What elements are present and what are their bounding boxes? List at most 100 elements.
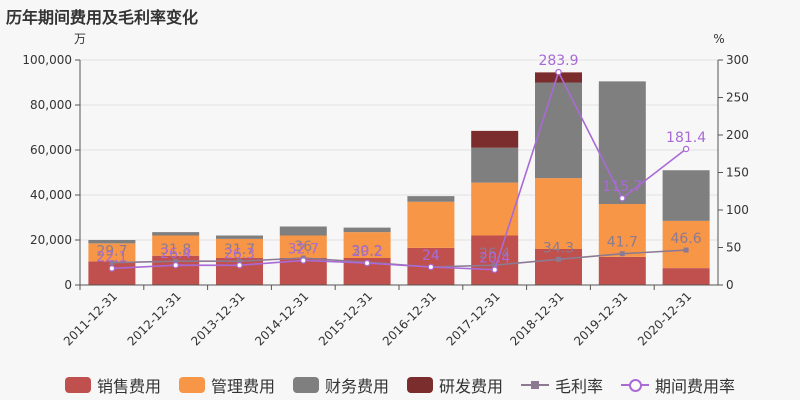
bar-mgmt	[662, 220, 710, 269]
data-label-period: 22.1	[96, 249, 127, 265]
legend-label-mgmt: 管理费用	[210, 377, 275, 396]
legend-label-fin: 财务费用	[324, 377, 389, 396]
legend-swatch-sales	[64, 377, 91, 393]
bar-mgmt	[152, 235, 200, 256]
chart-svg: 万 % 0 20,000 40,000 60,000 80,000 100,000 0 50 100…	[22, 32, 749, 348]
marker-gross	[683, 247, 689, 253]
bar-mgmt	[598, 204, 646, 257]
legend-item-period[interactable]: 期间费用率	[621, 373, 735, 397]
x-tick-label: 2018-12-31	[507, 289, 566, 348]
bar-mgmt	[407, 201, 455, 248]
data-label-gross: 46.6	[671, 231, 702, 247]
x-tick-label: 2017-12-31	[444, 289, 503, 348]
bar-fin	[407, 196, 455, 202]
bar-rnd	[535, 72, 582, 83]
x-tick-label: 2013-12-31	[188, 289, 247, 348]
data-label-gross: 34.3	[543, 240, 574, 256]
marker-period	[555, 68, 562, 76]
x-tick-label: 2016-12-31	[380, 289, 439, 348]
bar-sales	[598, 256, 646, 285]
marker-period	[491, 266, 498, 273]
legend-item-gross[interactable]: 毛利率	[521, 373, 603, 397]
bar-fin	[598, 81, 646, 204]
right-tick-label: 0	[726, 278, 734, 292]
legend-swatch-period	[621, 377, 650, 393]
bar-fin	[279, 226, 327, 236]
x-tick-label: 2019-12-31	[571, 289, 630, 348]
left-tick-label: 20,000	[30, 233, 72, 247]
legend-label-gross: 毛利率	[555, 377, 604, 396]
legend-swatch-rnd	[407, 377, 433, 393]
data-label-gross: 26.4	[479, 246, 510, 262]
legend-label-rnd: 研发费用	[439, 377, 504, 396]
bar-sales	[662, 268, 710, 285]
bar-sales	[535, 249, 582, 285]
legend-swatch-fin	[292, 377, 319, 393]
legend-label-period: 期间费用率	[655, 377, 736, 396]
data-label-gross: 31.7	[224, 242, 255, 258]
left-tick-label: 40,000	[30, 188, 72, 202]
right-tick-label: 150	[726, 166, 749, 180]
bar-fin	[88, 240, 136, 244]
data-label-period: 26.4	[160, 246, 191, 262]
legend-swatch-gross	[521, 377, 550, 393]
marker-period	[619, 195, 626, 202]
marker-period	[172, 262, 179, 269]
right-tick-label: 200	[726, 128, 749, 142]
data-label-period: 20.4	[479, 251, 510, 267]
right-tick-label: 50	[726, 241, 741, 255]
legend-item-sales[interactable]: 销售费用	[64, 373, 161, 397]
x-tick-label: 2015-12-31	[316, 289, 375, 348]
marker-period	[427, 263, 435, 271]
chart-title: 历年期间费用及毛利率变化	[6, 8, 199, 27]
marker-period	[363, 259, 371, 267]
left-tick-label: 60,000	[30, 143, 72, 157]
data-label-gross: 30.2	[352, 243, 383, 259]
marker-period	[236, 262, 243, 269]
left-axis-unit: 万	[74, 32, 86, 46]
right-tick-label: 100	[726, 203, 749, 217]
data-label-period: 24	[422, 248, 440, 264]
left-tick-label: 0	[64, 278, 72, 292]
data-label-gross: 36	[294, 239, 312, 255]
data-label-period: 181.4	[666, 130, 706, 146]
x-tick-label: 2012-12-31	[125, 289, 184, 348]
marker-gross	[237, 258, 242, 264]
bar-mgmt	[279, 235, 327, 258]
data-label-gross: 24	[422, 248, 440, 264]
x-tick-label: 2020-12-31	[635, 289, 694, 348]
data-label-period: 115.7	[602, 179, 642, 195]
bar-mgmt	[88, 243, 136, 262]
legend-swatch-mgmt	[178, 377, 205, 393]
data-label-period: 26.3	[224, 246, 255, 262]
legend-item-rnd[interactable]: 研发费用	[407, 373, 503, 397]
legend-item-mgmt[interactable]: 管理费用	[178, 373, 275, 397]
bar-fin	[216, 235, 263, 239]
bar-fin	[471, 147, 519, 183]
legend-label-sales: 销售费用	[96, 377, 161, 396]
marker-gross	[556, 256, 561, 262]
data-label-period: 283.9	[538, 53, 578, 69]
bar-fin	[662, 170, 710, 221]
data-label-period: 32.7	[288, 241, 319, 257]
data-label-gross: 41.7	[607, 235, 638, 251]
bar-fin	[152, 232, 200, 236]
data-label-gross: 29.7	[96, 244, 127, 260]
bar-fin	[343, 227, 391, 233]
bar-mgmt	[535, 178, 582, 249]
left-tick-label: 100,000	[22, 53, 72, 67]
legend-item-fin[interactable]: 财务费用	[292, 373, 389, 397]
bar-mgmt	[343, 232, 391, 258]
marker-gross	[173, 258, 179, 264]
bar-mgmt	[471, 182, 519, 236]
marker-period	[108, 265, 116, 272]
bar-fin	[535, 82, 582, 179]
chart-legend: 销售费用 管理费用 财务费用 研发费用 毛利率 期间费用率	[0, 372, 800, 398]
bar-mgmt	[216, 238, 263, 258]
marker-gross	[492, 262, 498, 268]
marker-gross	[109, 260, 115, 266]
marker-period	[300, 257, 307, 264]
left-tick-label: 80,000	[30, 98, 72, 112]
line-period	[111, 69, 687, 271]
